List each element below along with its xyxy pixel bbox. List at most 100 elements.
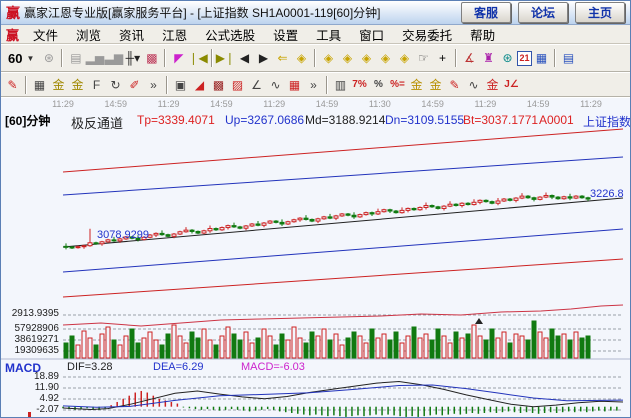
crosshair-icon[interactable]: + bbox=[438, 51, 446, 65]
gold-lines-icon[interactable]: 金 bbox=[429, 77, 442, 92]
pen-chart-icon[interactable]: ✎ bbox=[449, 77, 460, 92]
period-value: 60 bbox=[8, 50, 23, 66]
prev-page-icon[interactable]: ◀ bbox=[239, 51, 250, 65]
gold-left-arrow-icon[interactable]: ⇐ bbox=[277, 51, 288, 65]
zoom-diamond-right-icon[interactable]: ◈ bbox=[323, 51, 334, 65]
gann-fan-box-icon[interactable]: ▩ bbox=[212, 77, 225, 92]
period-dropdown[interactable]: 60 ▼ bbox=[3, 51, 39, 66]
gold-circle-icon[interactable]: 金 bbox=[410, 77, 423, 92]
bars-small-icon[interactable]: ▂▅ bbox=[85, 51, 105, 65]
grid-icon[interactable]: ▦ bbox=[33, 77, 46, 92]
menu-item-2[interactable]: 资讯 bbox=[119, 28, 145, 43]
titlebar-button-0[interactable]: 客服 bbox=[460, 2, 511, 23]
color-arrows-icon[interactable]: ◤ bbox=[174, 51, 184, 65]
menu-item-8[interactable]: 交易委托 bbox=[402, 28, 453, 43]
chart-area: [60]分钟 极反通道 3078.9299 3226.8 2913.9395 M… bbox=[1, 97, 631, 418]
titlebar-buttons: 客服 论坛 主页 bbox=[454, 2, 625, 23]
macd-scale-label: 18.89 bbox=[33, 371, 59, 382]
chart-canvas[interactable] bbox=[1, 98, 631, 418]
main-toolbar: 60 ▼ ⊛ ▤ ▂▅ ▃▆ ╫▾ ▩ ◤ ❘◀ ▶❘ ◀ ▶ ⇐ ◈ ◈ ◈ ◈ ◈ ◈ ☞ + ∡ ♜ ⊛ 21 ▦ ▤ bbox=[1, 44, 630, 72]
menu-item-9[interactable]: 帮助 bbox=[470, 28, 496, 43]
hand-icon[interactable]: ☞ bbox=[418, 51, 429, 65]
first-page-icon[interactable]: ❘◀ bbox=[188, 51, 208, 65]
indicator-value-3: Dn=3109.5155 bbox=[385, 113, 465, 127]
last-page-icon[interactable]: ▶❘ bbox=[215, 51, 235, 65]
pen-red-icon[interactable]: ✎ bbox=[7, 77, 18, 92]
indicator-value-2: Md=3188.9214 bbox=[305, 113, 386, 127]
percent7-icon[interactable]: 7% bbox=[352, 78, 367, 90]
candle-style-icon[interactable]: ╫▾ bbox=[125, 51, 141, 65]
spiral-icon[interactable]: ↻ bbox=[110, 77, 121, 92]
menu-item-7[interactable]: 窗口 bbox=[359, 28, 385, 43]
gold-red-icon[interactable]: 金 bbox=[486, 77, 499, 92]
zoom-diamond-collapse-icon[interactable]: ◈ bbox=[361, 51, 372, 65]
zoom-diamond-full-icon[interactable]: ◈ bbox=[399, 51, 410, 65]
grid-red-icon[interactable]: ▦ bbox=[288, 77, 301, 92]
pattern-icon[interactable]: ⊛ bbox=[43, 51, 54, 65]
time-axis-label: 14:59 bbox=[315, 99, 339, 109]
toolbar-separator bbox=[166, 75, 168, 94]
menu-item-3[interactable]: 江恩 bbox=[162, 28, 188, 43]
indicator-value-1: Up=3267.0686 bbox=[225, 113, 305, 127]
indicator-name: 极反通道 bbox=[71, 116, 124, 131]
volume-scale-label: 38619271 bbox=[14, 334, 60, 345]
gann-grid-gold-icon[interactable]: 金 bbox=[52, 77, 65, 92]
more-tools-icon[interactable]: » bbox=[150, 77, 157, 92]
menu-item-6[interactable]: 工具 bbox=[316, 28, 342, 43]
angle-measure-icon[interactable]: ∡ bbox=[464, 51, 475, 65]
titlebar-button-2[interactable]: 主页 bbox=[574, 2, 625, 23]
menu-item-1[interactable]: 浏览 bbox=[76, 28, 102, 43]
wave-icon[interactable]: ∿ bbox=[468, 77, 479, 92]
gann-grid-gold2-icon[interactable]: 金 bbox=[71, 77, 84, 92]
window-title: 赢家江恩专业版[赢家服务平台] - [上证指数 SH1A0001-119[60]… bbox=[24, 6, 381, 20]
toolbar-separator bbox=[164, 49, 167, 67]
gann-fan-icon[interactable]: ◢ bbox=[194, 77, 205, 92]
brain-icon[interactable]: ⊛ bbox=[502, 51, 513, 65]
indicator-value-5: A0001 bbox=[539, 113, 574, 127]
toolbar-separator bbox=[454, 49, 457, 67]
zoom-diamond-left-icon[interactable]: ◈ bbox=[296, 51, 307, 65]
menu-item-0[interactable]: 文件 bbox=[33, 28, 59, 43]
titlebar-button-1[interactable]: 论坛 bbox=[517, 2, 568, 23]
time-axis-label: 11:29 bbox=[157, 99, 180, 109]
indicator-value-4: Bt=3037.1771 bbox=[463, 113, 539, 127]
percent-line-icon[interactable]: %= bbox=[390, 78, 405, 90]
castle-icon[interactable]: ♜ bbox=[483, 51, 494, 65]
indicator-value-6: 上证指数 bbox=[583, 115, 631, 129]
percent-icon[interactable]: % bbox=[374, 78, 383, 90]
menu-item-5[interactable]: 设置 bbox=[273, 28, 299, 43]
time-axis-label: 14:59 bbox=[210, 99, 233, 109]
zigzag-icon[interactable]: ∿ bbox=[270, 77, 281, 92]
time-axis-label: 14:59 bbox=[104, 99, 128, 109]
pen-ruler-icon[interactable]: ✐ bbox=[129, 77, 140, 92]
grid-f-icon[interactable]: F bbox=[92, 77, 101, 92]
price-annotation-low: 3078.9299 bbox=[97, 229, 149, 241]
report-icon[interactable]: ▤ bbox=[70, 51, 82, 65]
more-tools2-icon[interactable]: » bbox=[310, 77, 317, 92]
bars-large-icon[interactable]: ▃▆ bbox=[104, 51, 124, 65]
macd-pane-label: MACD bbox=[5, 361, 41, 375]
zoom-diamond-vertical-icon[interactable]: ◈ bbox=[380, 51, 391, 65]
time-axis-label: 11:29 bbox=[474, 99, 497, 109]
indicator-value-0: Tp=3339.4071 bbox=[137, 113, 215, 127]
zoom-diamond-expand-icon[interactable]: ◈ bbox=[342, 51, 353, 65]
toolbar-separator bbox=[210, 49, 213, 67]
macd-dif-value: DIF=3.28 bbox=[67, 361, 113, 373]
toolbar-separator bbox=[61, 49, 64, 67]
ruler-percent-icon[interactable]: ▥ bbox=[334, 77, 347, 92]
calculator-icon[interactable]: ▦ bbox=[535, 51, 548, 65]
next-page-icon[interactable]: ▶ bbox=[258, 51, 269, 65]
angle-j-icon[interactable]: J∠ bbox=[504, 78, 519, 90]
gann-box-red-icon[interactable]: ▨ bbox=[231, 77, 244, 92]
toolbar-separator bbox=[25, 75, 27, 94]
menu-item-4[interactable]: 公式选股 bbox=[205, 28, 256, 43]
time-axis-label: 11:29 bbox=[52, 99, 74, 109]
calendar-icon[interactable]: 21 bbox=[516, 50, 532, 66]
box-tool-icon[interactable]: ▣ bbox=[174, 77, 187, 92]
angle-lines-icon[interactable]: ∠ bbox=[251, 77, 262, 92]
notebook-icon[interactable]: ▤ bbox=[562, 51, 575, 65]
toolbar-separator bbox=[313, 49, 316, 67]
title-bar[interactable]: 赢 赢家江恩专业版[赢家服务平台] - [上证指数 SH1A0001-119[6… bbox=[1, 1, 630, 25]
gann-square-icon[interactable]: ▩ bbox=[146, 51, 158, 65]
